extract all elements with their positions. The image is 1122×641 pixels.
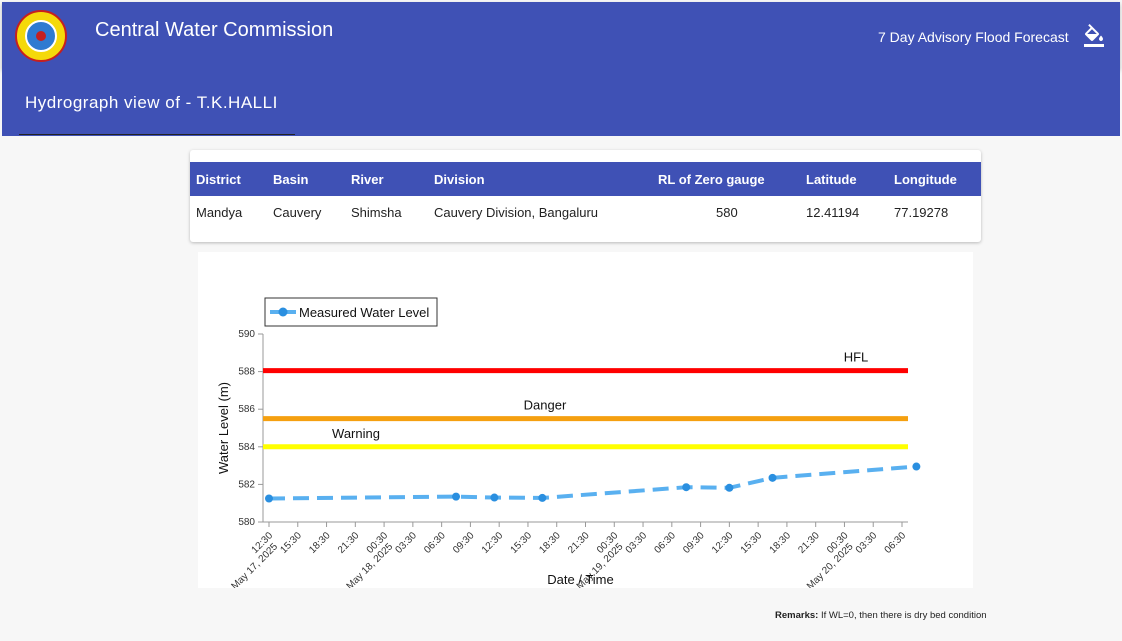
header-river: River [351, 172, 384, 187]
cell-division: Cauvery Division, Bangaluru [434, 205, 599, 220]
x-tick-label: 21:30 [336, 530, 362, 556]
paint-bucket-icon[interactable] [1082, 24, 1106, 48]
data-point [452, 492, 461, 501]
x-tick-label: 15:30 [739, 530, 765, 556]
x-tick-label: 15:30 [278, 530, 304, 556]
x-tick-label: 12:30 [710, 530, 736, 556]
header-rl-zero-gauge: RL of Zero gauge [658, 172, 765, 187]
cell-district: Mandya [196, 205, 243, 220]
series-line-measured-water-level [268, 464, 917, 501]
data-point [682, 483, 691, 492]
header-basin: Basin [273, 172, 309, 187]
legend-label: Measured Water Level [299, 305, 429, 320]
remarks-note: Remarks: If WL=0, then there is dry bed … [775, 610, 987, 621]
legend-swatch-marker [278, 307, 288, 317]
x-tick-label: 15:30 [509, 530, 535, 556]
x-tick-label: 18:30 [768, 530, 794, 556]
header-latitude: Latitude [806, 172, 857, 187]
x-tick-label: 06:30 [652, 530, 678, 556]
data-point [265, 494, 273, 503]
y-tick-label: 588 [238, 367, 255, 378]
title-underline [19, 134, 295, 135]
header-division: Division [434, 172, 485, 187]
cell-river: Shimsha [351, 205, 402, 220]
x-tick-label: 12:30 [480, 530, 506, 556]
data-point [768, 473, 777, 482]
page-title: Hydrograph view of - T.K.HALLI [25, 93, 278, 112]
data-point [725, 483, 734, 492]
header-district: District [196, 172, 241, 187]
station-info-table: District Basin River Division RL of Zero… [190, 150, 981, 242]
app-bar: Central Water Commission 7 Day Advisory … [2, 2, 1120, 69]
x-tick-label: 03:30 [854, 530, 880, 556]
threshold-label-warning: Warning [332, 426, 380, 441]
data-point [490, 493, 499, 502]
cell-rl-zero-gauge: 580 [716, 205, 738, 220]
y-axis-label: Water Level (m) [216, 382, 231, 474]
threshold-label-hfl: HFL [844, 350, 869, 365]
x-tick-label: 21:30 [796, 530, 822, 556]
y-tick-label: 590 [238, 329, 255, 340]
cell-longitude: 77.19278 [894, 205, 949, 220]
app-title[interactable]: Central Water Commission [95, 19, 334, 41]
hydrograph-chart: 580 582 584 586 588 590 Water Level (m) 12:30 Ma… [198, 252, 973, 592]
header-longitude: Longitude [894, 172, 957, 187]
x-tick-label: 09:30 [451, 530, 477, 556]
y-tick-label: 580 [238, 517, 255, 528]
x-tick-label: 18:30 [537, 530, 563, 556]
x-tick-label: 21:30 [566, 530, 592, 556]
y-tick-label: 584 [238, 442, 255, 453]
cell-latitude: 12.41194 [806, 205, 860, 220]
flood-forecast-link[interactable]: 7 Day Advisory Flood Forecast [878, 29, 1069, 45]
data-point [912, 462, 921, 471]
data-point [538, 493, 547, 502]
y-tick-label: 582 [238, 479, 255, 490]
y-tick-label: 586 [238, 404, 255, 415]
threshold-label-danger: Danger [524, 398, 567, 413]
page-header: Hydrograph view of - T.K.HALLI [2, 69, 1120, 136]
x-tick-label: 18:30 [307, 530, 333, 556]
cell-basin: Cauvery [273, 205, 322, 220]
x-tick-label: 09:30 [681, 530, 707, 556]
remarks-text: If WL=0, then there is dry bed condition [820, 610, 987, 621]
remarks-label: Remarks: [775, 610, 819, 621]
cwc-logo-icon[interactable] [15, 10, 67, 62]
x-tick-label: 03:30 [394, 530, 420, 556]
table-header-row: District Basin River Division RL of Zero… [190, 162, 981, 196]
x-tick-label: 03:30 [624, 530, 650, 556]
x-tick-label: 06:30 [883, 530, 909, 556]
x-tick-label: 06:30 [422, 530, 448, 556]
x-axis-label: Date / Time [547, 572, 613, 587]
